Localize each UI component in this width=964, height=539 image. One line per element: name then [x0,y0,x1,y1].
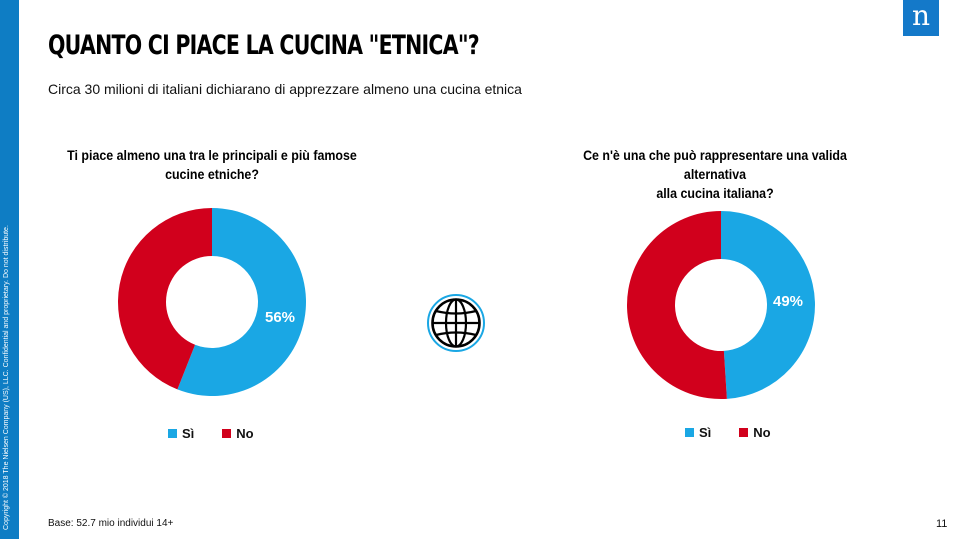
legend-swatch-si [685,428,694,437]
globe-icon [427,294,485,352]
nielsen-logo: n [903,0,939,36]
slice-si [721,211,815,399]
chart1-title-line2: cucine etniche? [165,167,259,182]
chart1-title-line1: Ti piace almeno una tra le principali e … [67,148,357,163]
slice-si [177,208,307,396]
donut-chart-1: 56% [118,208,307,396]
data-label-si: 49% [773,293,803,310]
slice-no [118,208,212,390]
data-label-si: 56% [265,309,295,326]
legend-swatch-no [739,428,749,437]
side-bar: Copyright © 2018 The Nielsen Company (US… [0,0,19,539]
chart1-title: Ti piace almeno una tra le principali e … [42,146,382,184]
page-title: QUANTO CI PIACE LA CUCINA "ETNICA"? [48,30,480,61]
chart2-legend: Sì No [685,425,771,440]
chart2-title-line2: alla cucina italiana? [656,186,774,201]
chart2-title-line1: Ce n'è una che può rappresentare una val… [583,148,847,182]
legend-swatch-si [168,429,177,438]
chart2-title: Ce n'è una che può rappresentare una val… [545,146,885,203]
legend-label-no: No [236,426,254,441]
legend-swatch-no [222,429,232,438]
base-note: Base: 52.7 mio individui 14+ [48,518,174,529]
page-number: 11 [936,518,948,530]
legend-label-no: No [753,425,771,440]
page-subtitle: Circa 30 milioni di italiani dichiarano … [48,81,522,97]
slice-no [626,211,727,400]
donut-chart-2: 49% [626,211,815,400]
legend-label-si: Sì [182,426,195,441]
legend-label-si: Sì [699,425,712,440]
chart1-legend: Sì No [168,426,254,441]
